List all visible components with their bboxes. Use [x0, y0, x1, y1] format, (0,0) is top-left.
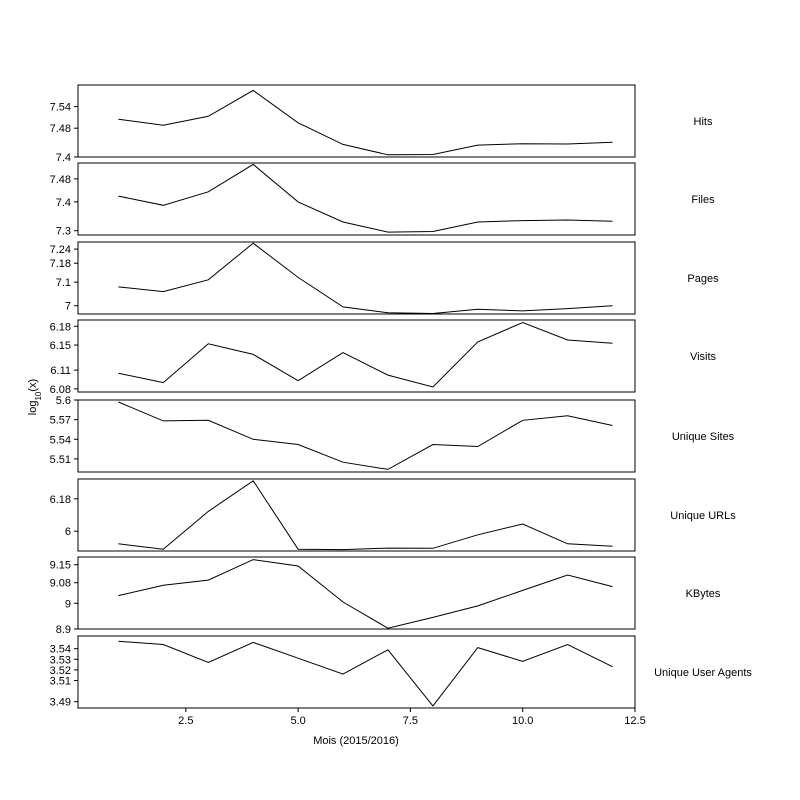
series-line [118, 480, 613, 551]
panel-label: Unique URLs [670, 510, 736, 522]
y-tick-label: 6.18 [50, 494, 71, 506]
y-tick-label: 7.54 [50, 102, 71, 114]
panel-frame [77, 241, 636, 315]
y-axis-title-subscript: 10 [34, 391, 43, 400]
y-tick-label: 8.9 [56, 624, 71, 636]
y-tick-label: 7.1 [56, 277, 71, 289]
panel-label: Unique User Agents [654, 667, 752, 679]
y-tick-label: 9.15 [50, 560, 71, 572]
series-line [118, 163, 613, 233]
y-tick-label: 6 [65, 526, 71, 538]
y-tick-label: 7.18 [50, 258, 71, 270]
x-tick-label: 5.0 [290, 715, 305, 727]
series-line [118, 89, 613, 156]
panel-label: Hits [694, 116, 713, 128]
series-line [118, 321, 613, 388]
y-tick-label: 7.48 [50, 174, 71, 186]
panel-hits: 7.4 7.48 7.54 Hits [50, 84, 713, 164]
y-tick-label: 7.3 [56, 226, 71, 238]
y-tick-label: 3.53 [50, 654, 71, 666]
x-tick-label: 10.0 [512, 715, 533, 727]
x-tick-label: 7.5 [403, 715, 418, 727]
panel-pages: 7 7.1 7.18 7.24 Pages [50, 241, 719, 315]
x-tick-label: 2.5 [178, 715, 193, 727]
panel-visits: 6.08 6.11 6.15 6.18 Visits [50, 319, 717, 396]
y-tick-label: 9 [65, 598, 71, 610]
y-tick-label: 5.6 [56, 395, 71, 407]
y-tick-label: 7.24 [50, 244, 71, 256]
panel-frame [77, 399, 636, 473]
panel-kbytes: 8.9 9 9.08 9.15 KBytes [50, 556, 721, 636]
y-axis-title: log10(x) [27, 379, 43, 415]
panel-unique-sites: 5.51 5.54 5.57 5.6 Unique Sites [50, 395, 735, 473]
y-tick-label: 5.51 [50, 454, 71, 466]
panel-unique-user-agents: 3.49 3.513.523.533.54 Unique User Agents [50, 635, 752, 709]
panel-frame [77, 319, 636, 393]
chart-panels: 7.4 7.48 7.54 Hits 7.3 7.4 7.48 Files 7 7.1 7.18 7.… [50, 84, 752, 709]
y-tick-label: 6.11 [50, 365, 71, 377]
y-tick-label: 7 [65, 301, 71, 313]
y-tick-label: 3.54 [50, 644, 71, 656]
panel-label: Unique Sites [672, 431, 735, 443]
y-tick-label: 6.15 [50, 340, 71, 352]
panel-unique-urls: 6 6.18 Unique URLs [50, 478, 736, 552]
series-line [118, 559, 613, 629]
x-tick-label: 12.5 [624, 715, 645, 727]
series-line [118, 401, 613, 470]
panel-label: KBytes [686, 588, 721, 600]
y-tick-label: 6.08 [50, 384, 71, 396]
panel-label: Visits [690, 351, 717, 363]
y-tick-label: 5.54 [50, 434, 71, 446]
y-tick-label: 7.4 [56, 197, 71, 209]
series-line [118, 242, 613, 315]
y-tick-label: 9.08 [50, 578, 71, 590]
y-tick-label: 7.4 [56, 152, 71, 164]
x-axis: 2.5 5.0 7.5 10.0 12.5 [178, 708, 646, 727]
panel-files: 7.3 7.4 7.48 Files [50, 162, 715, 238]
panel-frame [77, 478, 636, 552]
series-line [118, 640, 613, 707]
panel-frame [77, 162, 636, 236]
y-tick-label: 3.51 [50, 675, 71, 687]
panel-frame [77, 556, 636, 630]
panel-label: Pages [687, 273, 719, 285]
y-axis-title-rest: (x) [27, 379, 39, 392]
y-tick-label: 5.57 [50, 415, 71, 427]
x-axis-title: Mois (2015/2016) [313, 735, 399, 747]
y-tick-label: 7.48 [50, 123, 71, 135]
y-tick-label: 6.18 [50, 321, 71, 333]
y-tick-label: 3.52 [50, 665, 71, 677]
panel-frame [77, 84, 636, 158]
panel-label: Files [691, 194, 715, 206]
y-axis-title-base: log [27, 401, 39, 416]
panel-frame [77, 635, 636, 709]
y-tick-label: 3.49 [50, 697, 71, 709]
